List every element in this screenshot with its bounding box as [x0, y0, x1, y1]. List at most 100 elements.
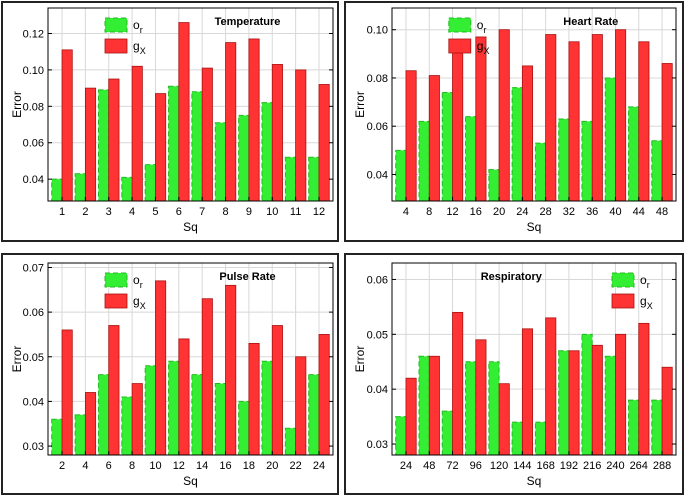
bar-o-r: [604, 77, 616, 201]
x-tick-label: 288: [653, 460, 671, 472]
bar-g-x: [428, 355, 440, 455]
bar-o-r: [97, 374, 110, 455]
bar-g-x: [615, 29, 627, 201]
chart-temperature: 0.040.060.080.100.121 2 3 4 5 6 7 8 9 10 11 12SqErr…: [10, 7, 334, 234]
bar-g-x: [318, 84, 330, 201]
legend-label-o-r: or: [133, 18, 143, 35]
x-tick-label: 48: [423, 460, 435, 472]
legend-swatch-o-r: [104, 272, 128, 288]
x-tick-label: 4: [82, 460, 88, 472]
bar-g-x: [225, 42, 237, 201]
bar-o-r: [651, 399, 663, 455]
x-tick-label: 3: [106, 206, 112, 218]
x-tick-label: 24: [400, 460, 412, 472]
y-tick-label: 0.06: [367, 274, 388, 286]
bar-g-x: [568, 350, 580, 455]
bar-o-r: [628, 106, 640, 201]
chart-pulse-rate: 0.030.040.050.060.072 4 6 8 10 12 14 16 18 20 22 24…: [10, 262, 334, 488]
bar-o-r: [191, 91, 203, 201]
plot-frame: [47, 262, 334, 456]
bar-g-x: [591, 344, 603, 455]
x-tick-label: 120: [490, 460, 508, 472]
x-tick-label: 28: [540, 206, 552, 218]
y-tick-label: 0.08: [367, 73, 388, 85]
y-tick-label: 0.06: [23, 307, 44, 319]
bar-g-x: [498, 383, 510, 455]
chart-panel-temperature: 0.04 0.06 0.08 0.10 0.12 1 2 3 4 5 6 7 8 9 10 11 12 Sq Err…: [1, 1, 339, 242]
bar-g-x: [108, 78, 120, 201]
x-tick-label: 24: [516, 206, 528, 218]
bar-g-x: [545, 317, 557, 455]
bar-g-x: [452, 311, 464, 455]
legend-label-g-x: gX: [477, 39, 490, 56]
y-axis-label: Error: [353, 91, 367, 118]
bar-g-x: [155, 280, 167, 455]
bar-o-r: [465, 116, 477, 201]
x-tick-label: 7: [199, 206, 205, 218]
bar-g-x: [225, 284, 237, 455]
x-tick-label: 144: [513, 460, 531, 472]
bar-g-x: [591, 34, 603, 201]
plot-frame: [47, 7, 334, 202]
x-tick-label: 48: [656, 206, 668, 218]
x-tick-label: 16: [470, 206, 482, 218]
legend: or gX: [611, 272, 653, 311]
bar-g-x: [428, 75, 440, 201]
y-tick-label: 0.04: [367, 169, 388, 181]
bar-o-r: [465, 361, 477, 455]
bar-o-r: [261, 102, 273, 201]
bar-o-r: [581, 120, 593, 201]
bar-g-x: [318, 334, 330, 455]
x-tick-label: 8: [222, 206, 228, 218]
bar-o-r: [121, 176, 133, 201]
bar-o-r: [534, 142, 547, 201]
legend-label-g-x: gX: [640, 294, 653, 311]
bar-g-x: [61, 49, 73, 201]
x-tick-label: 216: [583, 460, 601, 472]
bar-g-x: [155, 93, 167, 201]
bar-o-r: [534, 421, 547, 455]
y-tick-label: 0.04: [23, 396, 44, 408]
bar-o-r: [511, 421, 523, 455]
bar-o-r: [628, 399, 640, 455]
bar-o-r: [238, 400, 250, 455]
bar-o-r: [558, 118, 570, 201]
bar-g-x: [108, 325, 120, 455]
legend-swatch-g-x: [104, 38, 128, 54]
y-tick-label: 0.05: [23, 352, 44, 364]
bar-g-x: [84, 392, 97, 455]
bar-g-x: [475, 339, 487, 455]
x-tick-label: 12: [173, 460, 185, 472]
x-axis-label: Sq: [527, 220, 542, 234]
bar-o-r: [581, 333, 593, 455]
bar-o-r: [261, 360, 273, 455]
bar-g-x: [521, 328, 534, 455]
bar-o-r: [441, 91, 454, 201]
legend-swatch-o-r: [611, 272, 635, 288]
x-tick-label: 14: [196, 460, 208, 472]
y-tick-label: 0.06: [23, 138, 44, 150]
bar-o-r: [418, 120, 430, 201]
bar-o-r: [441, 410, 454, 455]
legend-swatch-g-x: [104, 293, 128, 309]
bar-g-x: [248, 342, 260, 455]
bar-g-x: [131, 383, 143, 455]
x-tick-label: 18: [243, 460, 255, 472]
x-tick-label: 240: [606, 460, 624, 472]
legend-swatch-o-r: [104, 17, 128, 33]
bar-o-r: [168, 85, 180, 201]
bar-o-r: [308, 374, 320, 455]
bar-g-x: [475, 36, 487, 201]
bar-g-x: [84, 87, 97, 201]
y-tick-label: 0.03: [23, 441, 44, 453]
bar-g-x: [178, 22, 190, 201]
chart-title: Temperature: [215, 16, 281, 28]
bar-o-r: [97, 89, 110, 201]
x-tick-label: 192: [560, 460, 578, 472]
y-tick-label: 0.05: [367, 329, 388, 341]
x-tick-label: 4: [129, 206, 135, 218]
bar-g-x: [452, 51, 464, 201]
x-tick-label: 44: [633, 206, 645, 218]
x-tick-label: 16: [219, 460, 231, 472]
bar-g-x: [545, 34, 557, 201]
